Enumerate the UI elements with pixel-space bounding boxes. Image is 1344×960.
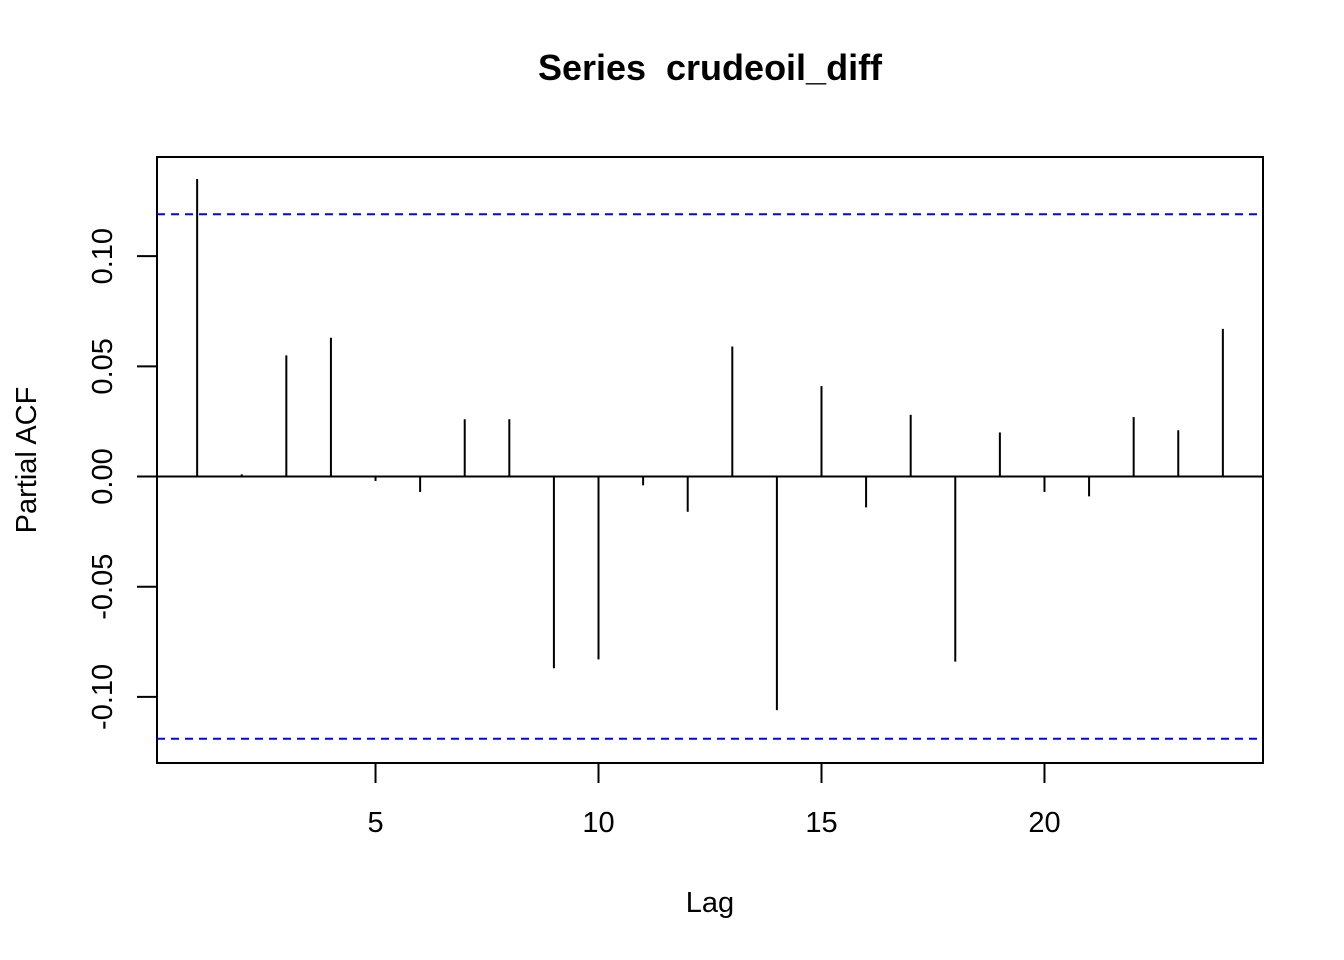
y-axis: -0.10 -0.05 0.00 0.05 0.10 [87,228,158,730]
y-tick-label: -0.05 [87,554,119,620]
confidence-bounds [157,213,1263,740]
y-tick-label: -0.10 [87,664,119,730]
x-tick-label: 20 [1028,807,1060,839]
y-tick-label: 0.00 [87,448,119,504]
plot-frame [156,156,1264,764]
y-axis-label: Partial ACF [11,387,43,534]
x-tick-label: 5 [367,807,383,839]
chart-title: Series crudeoil_diff [538,47,883,88]
y-tick-label: 0.10 [87,228,119,284]
pacf-bars [157,179,1263,711]
x-tick-label: 10 [582,807,614,839]
x-tick-label: 15 [805,807,837,839]
x-axis-label: Lag [686,887,734,919]
x-axis: 5 10 15 20 [367,762,1061,839]
y-tick-label: 0.05 [87,338,119,394]
